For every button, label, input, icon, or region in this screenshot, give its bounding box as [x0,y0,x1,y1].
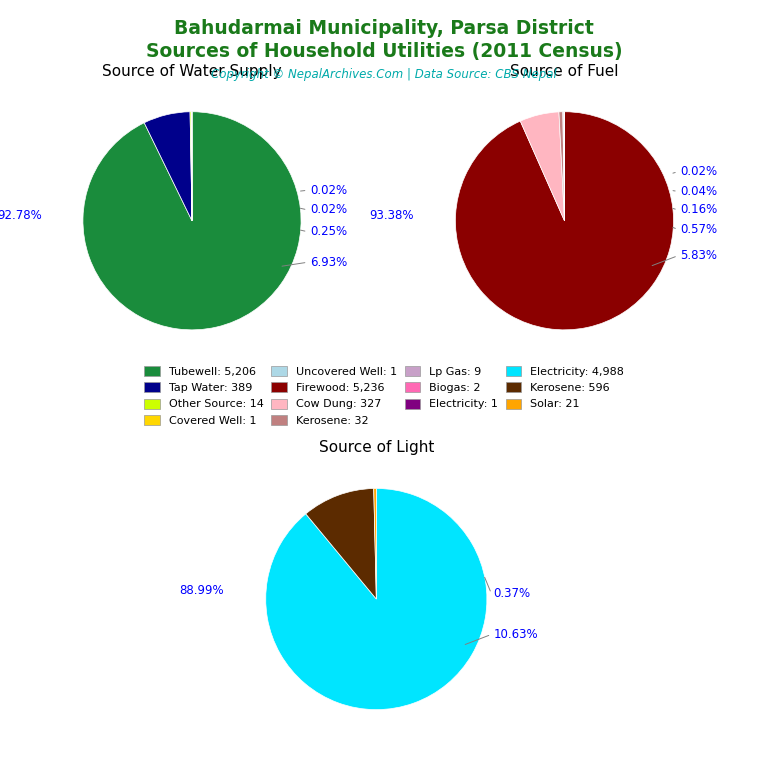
Text: Copyright © NepalArchives.Com | Data Source: CBS Nepal: Copyright © NepalArchives.Com | Data Sou… [211,68,557,81]
Wedge shape [563,112,564,221]
Text: 0.02%: 0.02% [310,204,347,217]
Title: Source of Light: Source of Light [319,441,434,455]
Text: 92.78%: 92.78% [0,209,41,222]
Text: 0.04%: 0.04% [680,185,717,198]
Text: 0.37%: 0.37% [494,587,531,600]
Text: 93.38%: 93.38% [369,209,414,222]
Title: Source of Fuel: Source of Fuel [510,65,619,79]
Legend: Tubewell: 5,206, Tap Water: 389, Other Source: 14, Covered Well: 1, Uncovered We: Tubewell: 5,206, Tap Water: 389, Other S… [141,362,627,429]
Text: 0.02%: 0.02% [680,165,717,178]
Wedge shape [374,488,376,599]
Text: 0.57%: 0.57% [680,223,717,236]
Text: 5.83%: 5.83% [680,249,717,262]
Wedge shape [266,488,487,710]
Text: 0.16%: 0.16% [680,204,717,217]
Text: 0.02%: 0.02% [310,184,347,197]
Text: Sources of Household Utilities (2011 Census): Sources of Household Utilities (2011 Cen… [146,42,622,61]
Text: 10.63%: 10.63% [494,628,538,641]
Text: 0.25%: 0.25% [310,225,347,238]
Wedge shape [306,488,376,599]
Text: 88.99%: 88.99% [179,584,223,597]
Text: 6.93%: 6.93% [310,256,347,269]
Wedge shape [190,112,192,221]
Wedge shape [520,112,564,221]
Wedge shape [83,111,301,329]
Wedge shape [455,111,674,329]
Wedge shape [559,112,564,221]
Title: Source of Water Supply: Source of Water Supply [102,65,282,79]
Wedge shape [144,112,192,221]
Text: Bahudarmai Municipality, Parsa District: Bahudarmai Municipality, Parsa District [174,19,594,38]
